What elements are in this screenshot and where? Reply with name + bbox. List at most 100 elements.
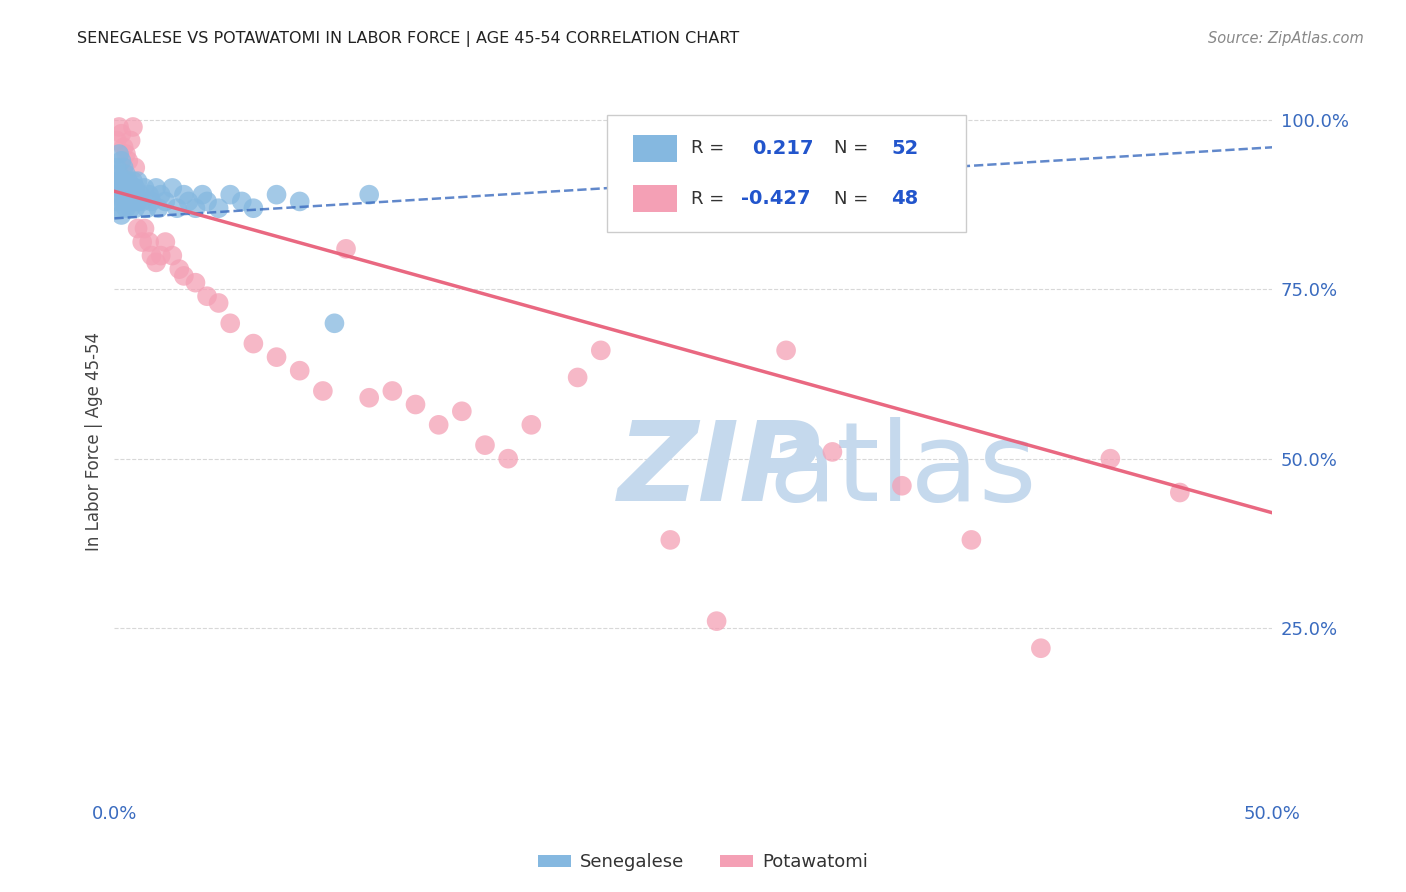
FancyBboxPatch shape — [633, 135, 678, 161]
Point — [110, 153, 132, 168]
Text: Source: ZipAtlas.com: Source: ZipAtlas.com — [1208, 31, 1364, 46]
Point — [288, 364, 311, 378]
Point — [184, 276, 207, 290]
Point — [127, 174, 149, 188]
Point — [167, 262, 190, 277]
Point — [128, 187, 150, 202]
Text: SENEGALESE VS POTAWATOMI IN LABOR FORCE | AGE 45-54 CORRELATION CHART: SENEGALESE VS POTAWATOMI IN LABOR FORCE … — [77, 31, 740, 47]
Point — [148, 201, 170, 215]
Text: R =: R = — [692, 139, 724, 157]
Text: N =: N = — [834, 190, 868, 208]
Point — [567, 370, 589, 384]
Point — [706, 614, 728, 628]
Point — [195, 194, 218, 209]
Point — [1029, 641, 1052, 656]
Point — [112, 174, 135, 188]
Point — [242, 201, 264, 215]
Point — [141, 249, 163, 263]
Point — [405, 397, 427, 411]
Point — [219, 187, 242, 202]
Point — [162, 249, 184, 263]
Point — [1099, 451, 1122, 466]
Point — [208, 201, 231, 215]
Point — [155, 235, 177, 249]
Point — [266, 350, 288, 364]
Point — [124, 161, 146, 175]
Point — [138, 235, 160, 249]
Point — [115, 167, 138, 181]
Point — [110, 208, 132, 222]
Point — [110, 174, 132, 188]
Point — [108, 167, 131, 181]
Point — [155, 194, 177, 209]
Point — [105, 174, 128, 188]
Point — [115, 181, 138, 195]
FancyBboxPatch shape — [633, 186, 678, 212]
Point — [381, 384, 404, 398]
Point — [112, 140, 135, 154]
Point — [124, 201, 146, 215]
Point — [474, 438, 496, 452]
Point — [359, 187, 381, 202]
Point — [288, 194, 311, 209]
Point — [208, 296, 231, 310]
Text: 52: 52 — [891, 138, 918, 158]
Legend: Senegalese, Potawatomi: Senegalese, Potawatomi — [531, 847, 875, 879]
Point — [131, 194, 153, 209]
Point — [145, 181, 167, 195]
FancyBboxPatch shape — [606, 115, 966, 232]
Point — [134, 181, 156, 195]
Point — [191, 187, 214, 202]
Point — [117, 194, 139, 209]
Point — [141, 194, 163, 209]
Point — [108, 120, 131, 134]
Point — [166, 201, 188, 215]
Point — [659, 533, 682, 547]
Y-axis label: In Labor Force | Age 45-54: In Labor Force | Age 45-54 — [86, 332, 103, 551]
Point — [115, 201, 138, 215]
Text: N =: N = — [834, 139, 868, 157]
Point — [105, 194, 128, 209]
Text: R =: R = — [692, 190, 724, 208]
Point — [149, 249, 172, 263]
Point — [184, 201, 207, 215]
Point — [427, 417, 450, 432]
Point — [115, 147, 138, 161]
Point — [149, 187, 172, 202]
Point — [589, 343, 612, 358]
Point — [122, 174, 145, 188]
Text: 0.217: 0.217 — [752, 138, 814, 158]
Point — [110, 127, 132, 141]
Point — [120, 201, 142, 215]
Point — [134, 221, 156, 235]
Point — [162, 181, 184, 195]
Point — [108, 201, 131, 215]
Point — [124, 181, 146, 195]
Point — [821, 445, 844, 459]
Point — [177, 194, 200, 209]
Point — [127, 221, 149, 235]
Text: -0.427: -0.427 — [741, 189, 810, 208]
Point — [112, 161, 135, 175]
Point — [117, 174, 139, 188]
Text: ZIP: ZIP — [619, 417, 821, 524]
Point — [112, 194, 135, 209]
Point — [520, 417, 543, 432]
Point — [890, 479, 912, 493]
Point — [138, 187, 160, 202]
Point — [105, 134, 128, 148]
Point — [231, 194, 253, 209]
Point — [496, 451, 519, 466]
Point — [450, 404, 472, 418]
Point — [120, 134, 142, 148]
Point — [122, 120, 145, 134]
Point — [359, 391, 381, 405]
Point — [120, 181, 142, 195]
Point — [312, 384, 335, 398]
Point — [1168, 485, 1191, 500]
Point — [108, 147, 131, 161]
Point — [135, 201, 157, 215]
Point — [775, 343, 797, 358]
Point — [219, 316, 242, 330]
Point — [173, 187, 195, 202]
